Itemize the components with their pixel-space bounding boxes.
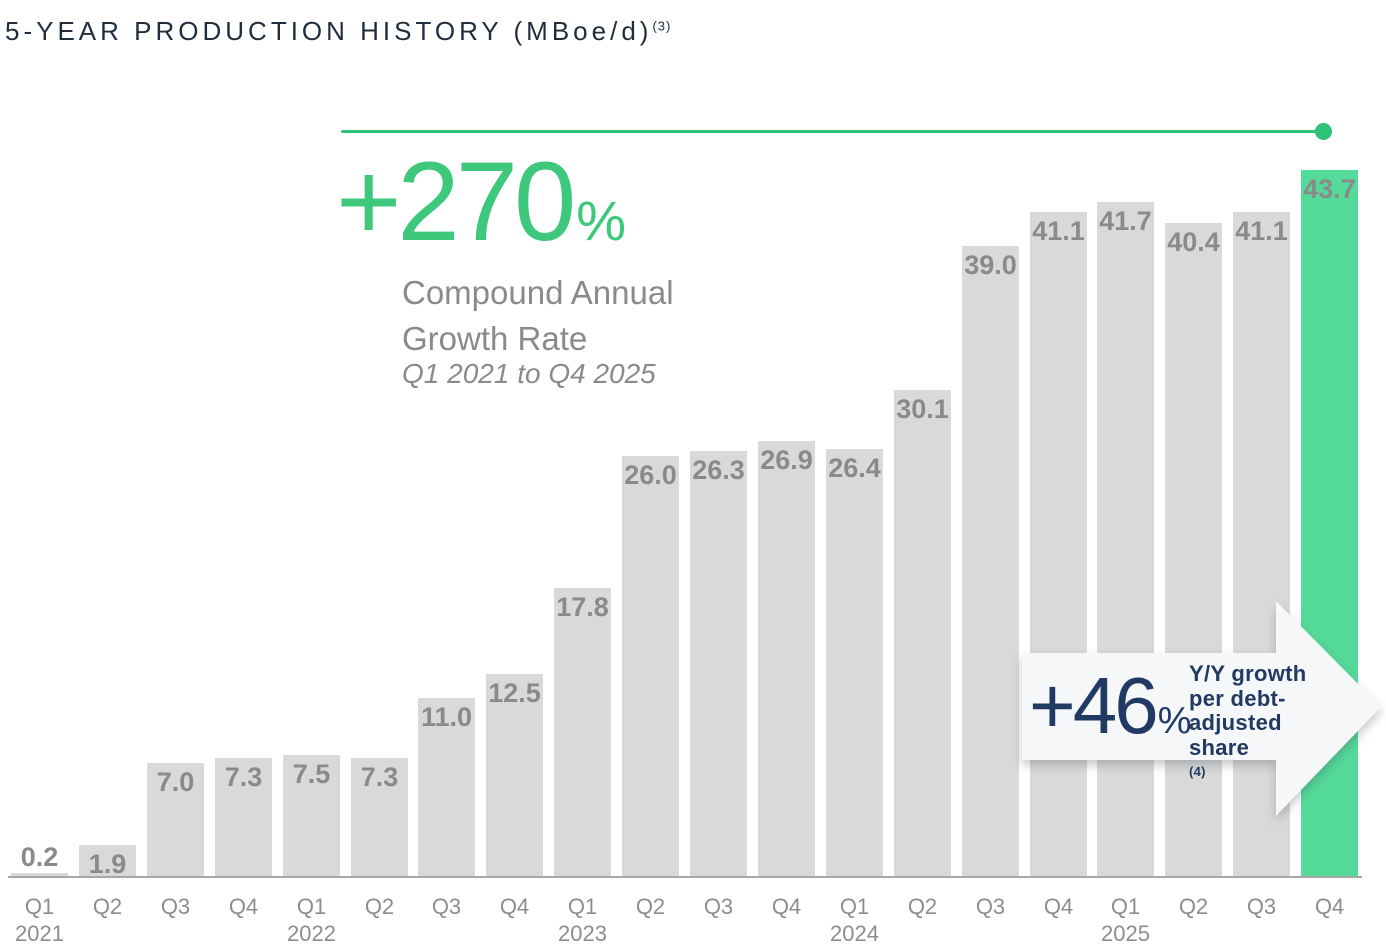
x-tick-label: Q4 — [228, 894, 259, 919]
x-tick-label: Q3 — [975, 894, 1006, 919]
bar-value-label: 11.0 — [420, 702, 473, 732]
x-tick-label: Q4 — [771, 894, 802, 919]
x-axis-line — [8, 876, 1362, 878]
bar-value-label: 26.3 — [692, 455, 745, 485]
cagr-range-note: Q1 2021 to Q4 2025 — [402, 358, 656, 389]
bar-value-label: 43.7 — [1303, 174, 1356, 204]
bar-value-label: 7.5 — [292, 759, 331, 789]
title-footnote-superscript: (3) — [652, 18, 672, 34]
x-tick-label: Q1 — [839, 894, 870, 919]
arrow-growth-label: Y/Y growth per debt- adjusted share (4) — [1189, 661, 1307, 790]
bar-value-label: 17.8 — [556, 592, 609, 622]
arrow-growth-number: +46 — [1029, 661, 1159, 750]
x-tick-label: Q3 — [1246, 894, 1277, 919]
bar-q4-2023 — [758, 441, 815, 876]
bar-value-label: 12.5 — [488, 678, 541, 708]
bar-q2-2024 — [894, 390, 951, 876]
x-tick-label: Q4 — [1043, 894, 1074, 919]
bar-q1-2021 — [11, 873, 68, 876]
bar-q2-2022 — [351, 758, 408, 876]
cagr-number: +270 — [336, 139, 576, 264]
growth-arrow-shape — [1022, 601, 1381, 816]
bar-value-label: 41.7 — [1099, 206, 1152, 236]
bar-q2-2025 — [1165, 223, 1222, 876]
peak-reference-line — [341, 130, 1324, 133]
x-year-label: 2025 — [1101, 921, 1150, 946]
bar-value-label: 0.2 — [20, 842, 59, 872]
x-tick-label: Q2 — [364, 894, 395, 919]
x-tick-label: Q2 — [1178, 894, 1209, 919]
bar-value-label: 30.1 — [896, 394, 949, 424]
bar-value-label: 39.0 — [964, 250, 1017, 280]
x-tick-label: Q4 — [499, 894, 530, 919]
bar-q1-2023 — [554, 588, 611, 876]
bar-value-label: 40.4 — [1167, 227, 1220, 257]
x-tick-label: Q1 — [24, 894, 55, 919]
x-tick-label: Q3 — [431, 894, 462, 919]
arrow-label-line4: share (4) — [1189, 734, 1307, 790]
arrow-footnote-superscript: (4) — [1189, 764, 1206, 779]
bar-q1-2024 — [826, 449, 883, 876]
bar-q2-2021 — [79, 845, 136, 876]
bar-value-label: 7.3 — [224, 762, 263, 792]
bar-q3-2023 — [690, 451, 747, 876]
bar-q1-2022 — [283, 755, 340, 876]
x-tick-label: Q4 — [1314, 894, 1345, 919]
bar-value-label: 41.1 — [1235, 216, 1288, 246]
page-title: 5-YEAR PRODUCTION HISTORY (MBoe/d)(3) — [5, 16, 671, 47]
bar-q3-2022 — [418, 698, 475, 876]
x-tick-label: Q1 — [296, 894, 327, 919]
cagr-percent-sign: % — [576, 189, 627, 252]
arrow-label-line2: per debt- — [1189, 685, 1286, 711]
x-tick-label: Q1 — [567, 894, 598, 919]
bar-q1-2025 — [1097, 202, 1154, 876]
x-tick-label: Q2 — [92, 894, 123, 919]
x-year-label: 2023 — [558, 921, 607, 946]
bar-value-label: 41.1 — [1032, 216, 1085, 246]
page-title-text: 5-YEAR PRODUCTION HISTORY (MBoe/d) — [5, 16, 653, 46]
bar-q2-2023 — [622, 456, 679, 876]
bar-value-label: 7.0 — [156, 767, 195, 797]
bar-value-label: 26.9 — [760, 445, 813, 475]
bar-value-label: 1.9 — [88, 849, 127, 879]
bar-q4-2021 — [215, 758, 272, 876]
reference-line-end-dot — [1315, 123, 1332, 140]
arrow-label-line1: Y/Y growth — [1189, 661, 1307, 686]
arrow-percent-sign: % — [1157, 700, 1192, 742]
x-year-label: 2022 — [287, 921, 336, 946]
bar-value-label: 26.0 — [624, 460, 677, 490]
cagr-value: +270 % — [336, 139, 627, 264]
cagr-label-line2: Growth Rate — [402, 320, 588, 357]
x-tick-label: Q3 — [703, 894, 734, 919]
bar-q3-2024 — [962, 246, 1019, 876]
cagr-label-line1: Compound Annual — [402, 274, 674, 311]
x-tick-label: Q2 — [907, 894, 938, 919]
x-tick-label: Q3 — [160, 894, 191, 919]
x-year-label: 2024 — [830, 921, 879, 946]
arrow-growth-value: +46 % — [1029, 661, 1192, 750]
bar-q3-2021 — [147, 763, 204, 876]
x-year-label: 2021 — [15, 921, 64, 946]
bar-q4-2024 — [1030, 212, 1087, 876]
arrow-label-line4-text: share — [1189, 734, 1250, 760]
x-tick-label: Q1 — [1110, 894, 1141, 919]
cagr-label: Compound Annual Growth Rate — [402, 270, 674, 362]
arrow-label-line3: adjusted — [1189, 710, 1282, 735]
bar-q4-2022 — [486, 674, 543, 876]
bar-value-label: 26.4 — [828, 453, 881, 483]
x-tick-label: Q2 — [635, 894, 666, 919]
bar-value-label: 7.3 — [360, 762, 399, 792]
